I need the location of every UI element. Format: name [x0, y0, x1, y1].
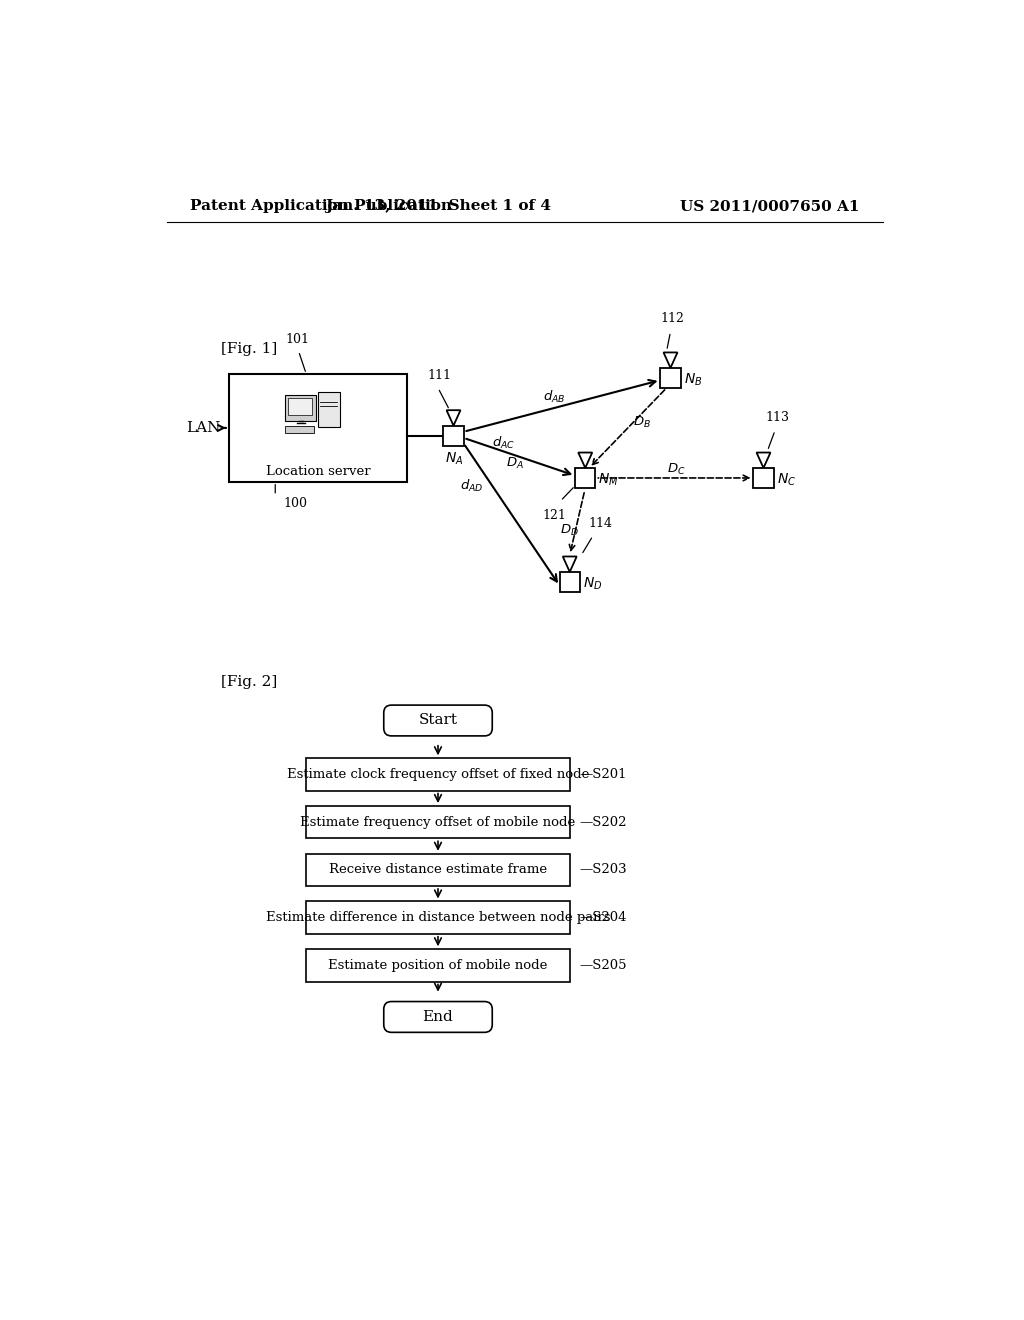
Text: —S203: —S203 [579, 863, 627, 876]
FancyBboxPatch shape [384, 705, 493, 737]
Text: Estimate clock frequency offset of fixed node: Estimate clock frequency offset of fixed… [287, 768, 589, 781]
Polygon shape [757, 453, 770, 469]
Text: Receive distance estimate frame: Receive distance estimate frame [329, 863, 547, 876]
Text: —S204: —S204 [579, 911, 627, 924]
Text: 111: 111 [428, 368, 452, 381]
Bar [306, 807, 569, 838]
Bar [306, 854, 569, 886]
Text: 101: 101 [285, 333, 309, 346]
FancyBboxPatch shape [384, 1002, 493, 1032]
Polygon shape [664, 352, 678, 368]
Text: Location server: Location server [265, 465, 371, 478]
Text: $d_{AC}$: $d_{AC}$ [493, 436, 515, 451]
Text: —S201: —S201 [579, 768, 627, 781]
FancyBboxPatch shape [285, 425, 314, 433]
Text: [Fig. 2]: [Fig. 2] [221, 675, 278, 689]
FancyBboxPatch shape [228, 374, 407, 482]
Text: US 2011/0007650 A1: US 2011/0007650 A1 [680, 199, 859, 213]
Bar [306, 949, 569, 982]
Bar [306, 758, 569, 791]
Text: $N_A$: $N_A$ [445, 451, 464, 467]
FancyBboxPatch shape [288, 397, 312, 414]
Text: $D_B$: $D_B$ [633, 416, 651, 430]
Text: 113: 113 [766, 411, 790, 424]
FancyBboxPatch shape [660, 368, 681, 388]
Polygon shape [446, 411, 461, 425]
Text: —S202: —S202 [579, 816, 627, 829]
Text: $N_C$: $N_C$ [776, 473, 796, 488]
Polygon shape [579, 453, 592, 469]
FancyBboxPatch shape [560, 572, 580, 591]
Text: $N_D$: $N_D$ [583, 576, 602, 593]
Text: 112: 112 [660, 313, 684, 326]
Text: $d_{AB}$: $d_{AB}$ [543, 389, 565, 405]
Polygon shape [563, 557, 577, 572]
FancyBboxPatch shape [443, 425, 464, 446]
Text: End: End [423, 1010, 454, 1024]
FancyBboxPatch shape [754, 469, 773, 488]
Text: Estimate frequency offset of mobile node: Estimate frequency offset of mobile node [300, 816, 575, 829]
Text: Estimate difference in distance between node pairs: Estimate difference in distance between … [266, 911, 610, 924]
Text: Start: Start [419, 714, 458, 727]
Text: [Fig. 1]: [Fig. 1] [221, 342, 278, 356]
Text: $N_M$: $N_M$ [598, 473, 618, 488]
Bar [306, 902, 569, 933]
Text: Patent Application Publication: Patent Application Publication [190, 199, 452, 213]
Text: $D_D$: $D_D$ [560, 523, 580, 539]
Text: $D_A$: $D_A$ [506, 455, 524, 470]
Text: 100: 100 [283, 496, 307, 510]
Text: Jan. 13, 2011  Sheet 1 of 4: Jan. 13, 2011 Sheet 1 of 4 [325, 199, 551, 213]
FancyBboxPatch shape [317, 392, 340, 428]
FancyBboxPatch shape [575, 469, 595, 488]
Text: 114: 114 [589, 516, 612, 529]
Text: 121: 121 [543, 508, 566, 521]
Text: $D_C$: $D_C$ [667, 462, 685, 477]
Text: $d_{AD}$: $d_{AD}$ [460, 478, 483, 494]
Text: Estimate position of mobile node: Estimate position of mobile node [329, 958, 548, 972]
Text: —S205: —S205 [579, 958, 627, 972]
FancyBboxPatch shape [285, 395, 315, 421]
Text: $N_B$: $N_B$ [684, 372, 702, 388]
Text: LAN: LAN [186, 421, 221, 434]
